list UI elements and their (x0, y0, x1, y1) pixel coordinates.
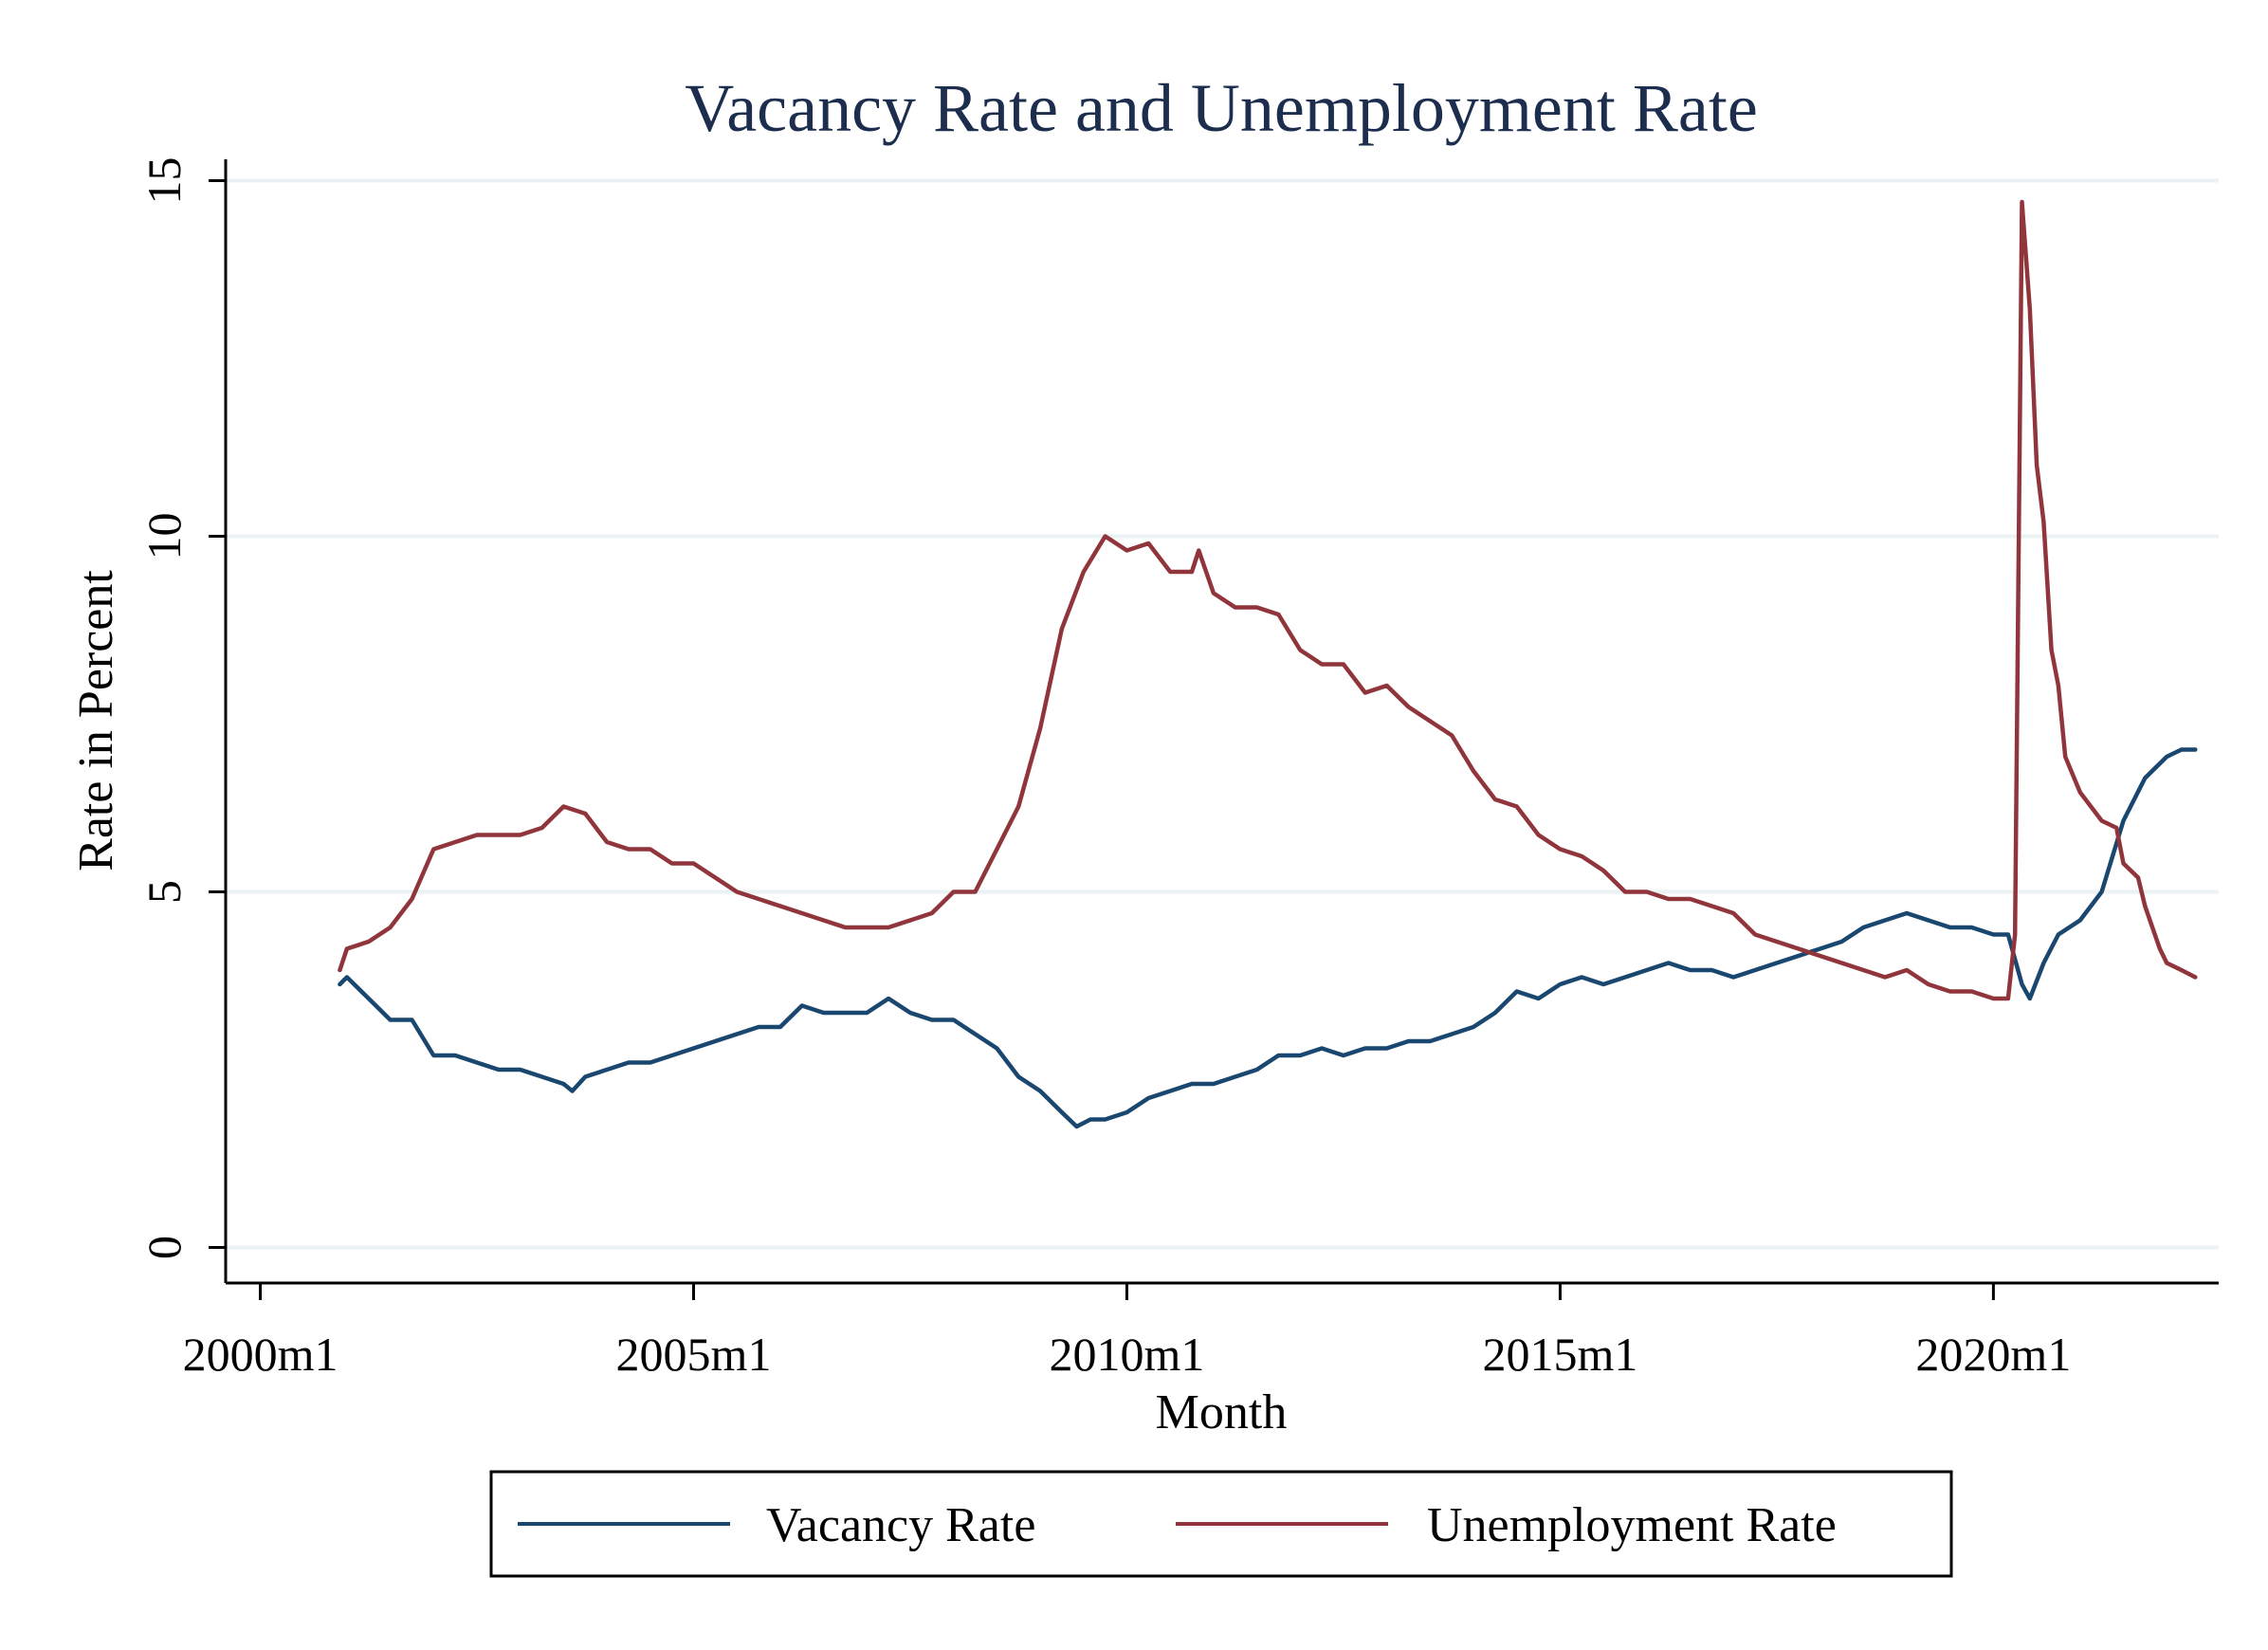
axes (224, 159, 2219, 1285)
unemployment-rate-line (338, 199, 2198, 1001)
y-tick-label-0: 0 (137, 1236, 191, 1259)
x-tick-label-2005: 2005m1 (616, 1328, 772, 1381)
legend-label-vacancy: Vacancy Rate (766, 1498, 1035, 1552)
y-tick-label-10: 10 (137, 513, 191, 560)
y-tick-label-15: 15 (137, 157, 191, 205)
gridlines (226, 178, 2219, 1250)
x-ticks: 2000m1 2005m1 2010m1 2015m1 2020m1 (183, 1283, 2071, 1381)
x-tick-label-2015: 2015m1 (1482, 1328, 1637, 1381)
x-tick-label-2020: 2020m1 (1915, 1328, 2071, 1381)
vacancy-rate-line (338, 747, 2198, 1129)
x-tick-label-2000: 2000m1 (183, 1328, 338, 1381)
legend-label-unemployment: Unemployment Rate (1427, 1498, 1837, 1552)
series-layer (338, 199, 2198, 1129)
legend: Vacancy Rate Unemployment Rate (489, 1470, 1953, 1578)
x-axis-title: Month (1156, 1385, 1288, 1439)
y-ticks: 0 5 10 15 (137, 157, 226, 1259)
x-tick-label-2010: 2010m1 (1050, 1328, 1205, 1381)
y-axis-title: Rate in Percent (69, 570, 123, 871)
y-tick-label-5: 5 (137, 880, 191, 904)
chart-title: Vacancy Rate and Unemployment Rate (685, 70, 1758, 146)
